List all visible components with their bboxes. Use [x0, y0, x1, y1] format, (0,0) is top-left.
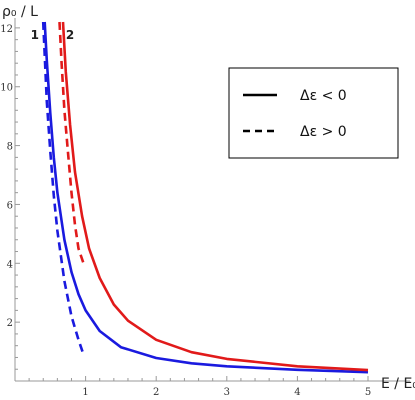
- legend-entry-dashed: Δε > 0: [300, 124, 347, 140]
- legend-box: [228, 67, 399, 159]
- x-tick-label: 4: [294, 387, 300, 398]
- y-tick-label: 4: [7, 259, 13, 270]
- x-axis-label: E / E₀: [381, 376, 415, 392]
- x-tick-label: 2: [153, 387, 159, 398]
- x-tick-label: 5: [365, 387, 371, 398]
- y-tick-label: 10: [0, 83, 13, 94]
- y-tick-label: 6: [7, 200, 13, 211]
- y-axis-label: ρ₀ / L: [2, 4, 38, 20]
- y-tick-label: 8: [7, 142, 13, 153]
- x-tick-label: 1: [82, 387, 88, 398]
- curve-label-2: 2: [66, 28, 74, 42]
- series-group: [41, 21, 369, 374]
- x-tick-label: 3: [224, 387, 230, 398]
- curve-1-dashed-line: [41, 21, 85, 355]
- curve-1-solid-line: [43, 21, 369, 374]
- curve-2-solid-line: [61, 21, 369, 372]
- curve-2-dashed-line: [58, 21, 85, 264]
- curve-label-1: 1: [31, 28, 39, 42]
- y-tick-label: 12: [0, 24, 13, 35]
- y-tick-label: 2: [7, 318, 13, 329]
- legend: Δε < 0 Δε > 0: [228, 67, 399, 159]
- legend-entry-solid: Δε < 0: [300, 88, 347, 104]
